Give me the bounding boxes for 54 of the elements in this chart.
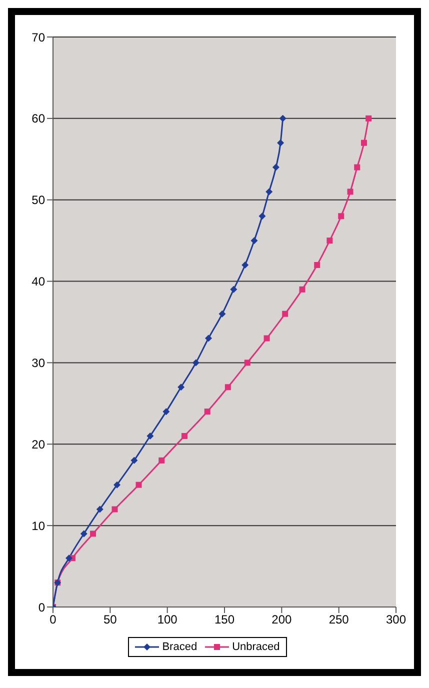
point — [366, 115, 372, 122]
point — [112, 506, 118, 512]
x-tick-label: 150 — [214, 612, 235, 627]
y-tick-label: 70 — [32, 30, 46, 44]
point — [181, 433, 188, 439]
point — [354, 164, 360, 170]
y-tick-label: 40 — [32, 274, 46, 289]
point — [192, 359, 200, 366]
y-tick-label: 0 — [38, 600, 46, 614]
point — [360, 140, 367, 146]
legend-label: Unbraced — [232, 641, 280, 653]
x-tick-label: 0 — [50, 612, 57, 627]
point — [96, 506, 104, 513]
y-tick-label: 60 — [32, 112, 46, 126]
point — [178, 384, 185, 391]
point — [326, 238, 333, 244]
point — [230, 286, 238, 293]
point — [224, 384, 231, 390]
point — [158, 457, 165, 464]
y-tick-label: 30 — [32, 356, 46, 370]
x-tick-label: 50 — [103, 612, 118, 627]
point — [162, 408, 170, 416]
x-tick-label: 250 — [328, 612, 350, 627]
x-tick-label: 200 — [272, 612, 292, 627]
point — [242, 262, 249, 268]
point — [279, 114, 286, 122]
point — [258, 212, 266, 220]
point — [250, 237, 258, 244]
point — [114, 481, 121, 488]
point — [338, 213, 344, 220]
legend-label: Braced — [162, 641, 198, 653]
point — [80, 530, 88, 538]
x-tick-label: 100 — [157, 612, 178, 627]
point — [272, 164, 280, 171]
y-tick-label: 50 — [32, 193, 46, 208]
point — [299, 286, 306, 292]
point — [130, 456, 138, 464]
point — [146, 432, 154, 440]
point — [90, 530, 96, 537]
point — [218, 310, 226, 318]
point — [314, 262, 320, 268]
point — [277, 139, 284, 146]
point — [266, 188, 273, 196]
point — [347, 188, 354, 195]
y-tick-label: 20 — [32, 437, 46, 452]
point — [264, 335, 270, 342]
point — [136, 482, 142, 488]
x-tick-label: 300 — [386, 612, 406, 627]
point — [204, 408, 210, 415]
point — [204, 334, 212, 342]
point — [282, 310, 288, 317]
point — [66, 554, 73, 562]
y-tick-label: 10 — [32, 518, 46, 533]
point — [244, 360, 250, 366]
